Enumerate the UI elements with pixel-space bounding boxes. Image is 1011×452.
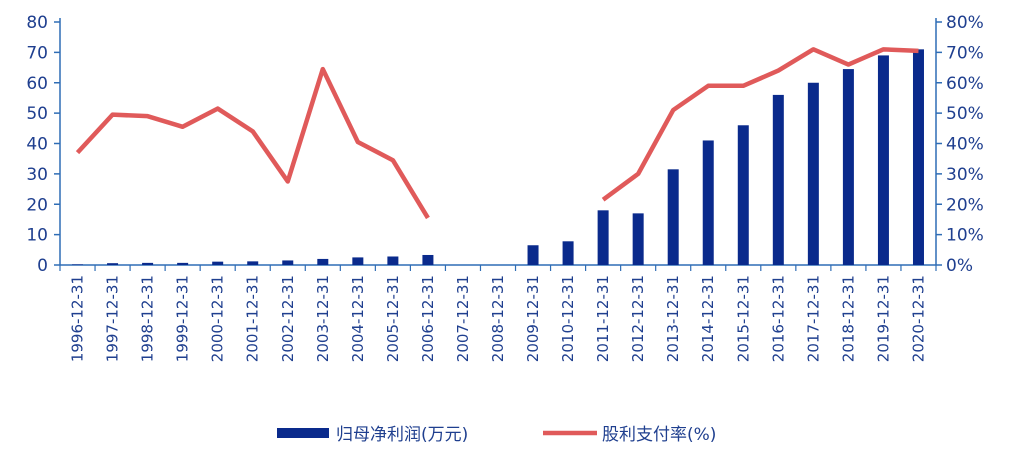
x-axis-tick-label: 2006-12-31 [419,275,437,362]
bar [632,213,644,265]
bar [282,260,294,265]
bar [737,125,749,266]
x-axis-tick-label: 2007-12-31 [454,275,472,362]
x-axis-tick-label: 2014-12-31 [699,275,717,362]
right-axis-tick-label: 0% [946,256,973,276]
x-axis-tick-label: 2018-12-31 [839,275,857,362]
right-axis-tick-label: 70% [946,43,984,63]
x-axis-tick-label: 1997-12-31 [104,275,122,362]
bar [107,263,119,265]
x-axis-tick-label: 1996-12-31 [69,275,87,362]
bar [212,261,224,265]
legend-swatch-bar [277,428,329,438]
x-axis-tick-label: 2019-12-31 [874,275,892,362]
left-axis-tick-label: 60 [26,74,48,94]
x-axis-tick-label: 2002-12-31 [279,275,297,362]
x-axis-tick-label: 2010-12-31 [559,275,577,362]
right-axis-tick-label: 20% [946,195,984,215]
left-axis-tick-label: 10 [26,226,48,246]
right-axis-tick-label: 80% [946,13,984,33]
payout-ratio-line [601,47,919,202]
right-axis-tick-label: 40% [946,135,984,155]
right-axis-tick-label: 10% [946,226,984,246]
left-axis-tick-label: 80 [26,13,48,33]
bar [387,256,399,265]
right-axis-tick-label: 60% [946,74,984,94]
bar [772,94,784,266]
line-series [75,47,919,220]
bar [702,140,714,265]
x-axis-tick-label: 1998-12-31 [139,275,157,362]
bar [142,262,154,265]
x-axis-tick-label: 2005-12-31 [384,275,402,362]
bar [877,55,889,265]
x-axis-tick-label: 2000-12-31 [209,275,227,362]
bar [842,69,854,265]
bar [422,254,434,265]
x-axis-tick-label: 2020-12-31 [909,275,927,362]
bar [597,210,609,265]
bar [667,169,679,265]
bar [807,82,819,265]
legend-label-line: 股利支付率(%) [602,425,716,445]
left-axis-tick-label: 0 [37,256,48,276]
right-axis-tick-label: 50% [946,104,984,124]
left-axis-tick-label: 70 [26,43,48,63]
left-axis-tick-label: 40 [26,135,48,155]
legend-label-bar: 归母净利润(万元) [336,425,468,445]
x-axis-tick-label: 2017-12-31 [804,275,822,362]
bar [562,241,574,265]
right-axis-tick-label: 30% [946,165,984,185]
x-axis-tick-label: 2003-12-31 [314,275,332,362]
x-axis-tick-label: 2012-12-31 [629,275,647,362]
x-axis-tick-label: 1999-12-31 [174,275,192,362]
left-axis-tick-label: 20 [26,195,48,215]
payout-ratio-line [75,66,430,220]
x-axis-tick-label: 2009-12-31 [524,275,542,362]
bar-series [72,49,924,266]
bar [527,245,539,265]
x-axis-tick-label: 2004-12-31 [349,275,367,362]
x-axis-tick-label: 2008-12-31 [489,275,507,362]
bar [352,257,364,265]
bar [912,49,924,266]
legend: 归母净利润(万元) 股利支付率(%) [277,425,716,445]
x-axis-tick-label: 2011-12-31 [594,275,612,362]
x-axis-tick-label: 2013-12-31 [664,275,682,362]
left-axis-tick-label: 50 [26,104,48,124]
axes: 0 10 20 30 40 50 60 70 80 0% 10% 20% 30% 40% 50% 60% 70%… [26,13,983,362]
x-axis-tick-label: 2016-12-31 [769,275,787,362]
bar [177,262,189,265]
left-axis-tick-label: 30 [26,165,48,185]
x-axis-tick-label: 2001-12-31 [244,275,262,362]
x-axis-tick-label: 2015-12-31 [734,275,752,362]
bar [72,264,84,265]
bar [247,261,259,265]
bar [317,258,329,265]
